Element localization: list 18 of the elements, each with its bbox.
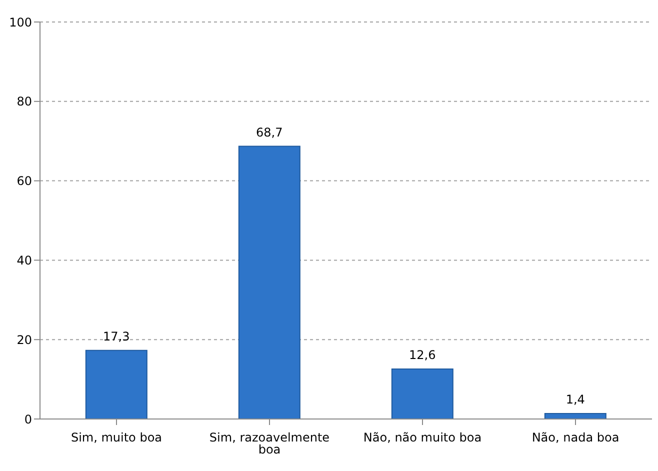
y-tick-label: 20 bbox=[16, 332, 32, 347]
y-tick-label: 60 bbox=[16, 174, 32, 188]
y-tick-label: 40 bbox=[16, 253, 32, 268]
y-tick-label: 0 bbox=[24, 412, 32, 426]
data-label: 68,7 bbox=[256, 125, 283, 140]
bar bbox=[238, 146, 300, 419]
data-label: 1,4 bbox=[566, 392, 585, 406]
x-tick-label: Sim, razoavelmente boa bbox=[209, 430, 330, 457]
bar bbox=[544, 412, 606, 419]
y-tick-label: 80 bbox=[16, 94, 32, 109]
bar bbox=[391, 368, 454, 419]
y-tick-label: 100 bbox=[9, 15, 32, 30]
x-tick-label: Sim, muito boa bbox=[70, 430, 162, 445]
data-label: 17,3 bbox=[103, 329, 130, 344]
bar bbox=[85, 350, 148, 419]
x-tick-label: Não, nada boa bbox=[532, 430, 620, 445]
data-label: 12,6 bbox=[409, 348, 436, 362]
x-tick-label: Não, não muito boa bbox=[363, 430, 482, 445]
